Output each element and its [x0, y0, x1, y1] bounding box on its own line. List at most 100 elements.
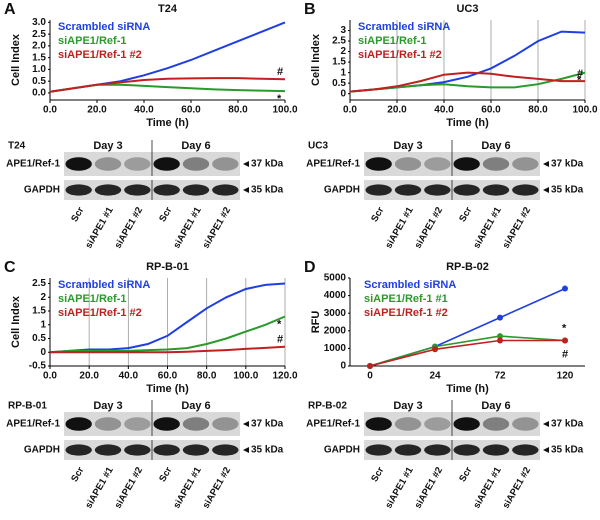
row-label: APE1/Ref-1 [6, 159, 60, 170]
lane-label: siAPE1 #1 [383, 205, 416, 251]
y-axis-label: RFU [310, 311, 322, 334]
x-tick-label: 0 [367, 371, 373, 382]
blot-band [512, 417, 539, 431]
x-axis-label: Time (h) [446, 117, 489, 129]
size-arrow [543, 187, 549, 193]
blot-band [182, 417, 210, 431]
lane-label: siAPE1 #1 [171, 465, 204, 511]
y-tick-label: 2 [340, 46, 346, 57]
y-tick-label: 0 [40, 347, 46, 358]
y-tick-label: 1.5 [32, 306, 46, 317]
blot-band [394, 444, 422, 456]
blot-band [65, 184, 92, 196]
blot-band [365, 444, 392, 456]
lane-label: Scr [369, 465, 386, 484]
x-tick-label: 0.0 [43, 371, 57, 382]
y-tick-label: 0.5 [332, 78, 346, 89]
blot-band [424, 157, 451, 171]
size-arrow [543, 421, 549, 427]
x-tick-label: 60.0 [481, 105, 501, 116]
size-arrow [243, 421, 249, 427]
x-tick-label: 24 [429, 371, 441, 382]
blot-band [512, 184, 539, 196]
x-tick-label: 20.0 [79, 371, 99, 382]
lane-label: siAPE1 #1 [471, 205, 504, 251]
point [497, 314, 503, 321]
point [432, 346, 438, 353]
point [562, 337, 568, 344]
lane-label: Scr [69, 205, 86, 224]
row-label: GAPDH [324, 185, 360, 196]
blot-band [212, 444, 239, 456]
blot-band [512, 157, 539, 171]
x-tick-label: 40.0 [434, 105, 454, 116]
blot-band [94, 184, 122, 196]
blot-band [453, 157, 480, 171]
blot-band [453, 184, 480, 196]
y-axis-label: Cell Index [10, 33, 22, 86]
lane-label: siAPE1 #1 [171, 205, 204, 251]
day-label: Day 3 [93, 400, 122, 412]
y-tick-label: 5000 [324, 273, 347, 284]
day-label: Day 3 [393, 400, 422, 412]
x-tick-label: 20.0 [387, 105, 407, 116]
series-line [49, 282, 286, 354]
lane-label: Scr [157, 205, 174, 224]
legend-label: siAPE1/Ref-1 [358, 35, 426, 47]
y-axis-label: Cell Index [310, 33, 322, 86]
chart-title: RP-B-01 [146, 261, 189, 273]
blot-band [124, 184, 151, 196]
y-tick-label: 0 [340, 361, 346, 372]
blot-band [453, 417, 480, 431]
lane-label: siAPE1 #1 [471, 465, 504, 511]
cell-line-label: T24 [8, 141, 26, 152]
y-tick-label: -0.5 [29, 361, 47, 372]
x-tick-label: 40.0 [134, 105, 154, 116]
y-tick-label: 3.0 [32, 17, 46, 28]
size-label: 37 kDa [251, 419, 284, 430]
row-label: APE1/Ref-1 [306, 419, 360, 430]
size-label: 37 kDa [551, 419, 584, 430]
blot-band [212, 157, 239, 171]
legend-label: Scrambled siRNA [58, 279, 150, 291]
x-axis-label: Time (h) [146, 383, 189, 395]
row-label: GAPDH [24, 445, 60, 456]
point [367, 363, 373, 369]
y-tick-label: 0.5 [32, 76, 46, 87]
x-tick-label: 100.0 [572, 105, 597, 116]
blot-band [212, 184, 239, 196]
blot-band [94, 157, 122, 171]
blot-band [65, 444, 92, 456]
y-tick-label: 2.0 [32, 41, 46, 52]
day-label: Day 6 [181, 400, 210, 412]
y-tick-label: 3 [340, 25, 346, 36]
x-axis-label: Time (h) [446, 383, 489, 395]
panel-letter: C [4, 259, 16, 276]
blot-band [394, 184, 422, 196]
x-tick-label: 40.0 [119, 371, 139, 382]
day-label: Day 6 [481, 400, 510, 412]
y-tick-label: 2000 [324, 325, 347, 336]
lane-label: siAPE1 #2 [501, 465, 534, 510]
blot-band [394, 157, 422, 171]
day-label: Day 3 [93, 140, 122, 152]
x-tick-label: 80.0 [228, 105, 248, 116]
chart-title: RP-B-02 [446, 261, 489, 273]
x-tick-label: 100.0 [233, 371, 258, 382]
y-tick-label: 0 [340, 88, 346, 99]
legend-label: siAPE1/Ref-1 #2 [58, 49, 142, 61]
y-tick-label: 1.0 [32, 64, 46, 75]
blot-band [124, 417, 151, 431]
legend-label: Scrambled siRNA [358, 21, 450, 33]
panel-letter: A [4, 1, 16, 18]
size-arrow [243, 447, 249, 453]
lane-label: Scr [369, 205, 386, 224]
point [497, 333, 503, 340]
x-tick-label: 60.0 [158, 371, 178, 382]
panel-letter: D [304, 259, 316, 276]
cell-line-label: RP-B-02 [308, 401, 347, 412]
blot-band [365, 157, 392, 171]
blot-band [424, 417, 451, 431]
lane-label: siAPE1 #2 [501, 205, 534, 250]
series-line [49, 77, 286, 93]
